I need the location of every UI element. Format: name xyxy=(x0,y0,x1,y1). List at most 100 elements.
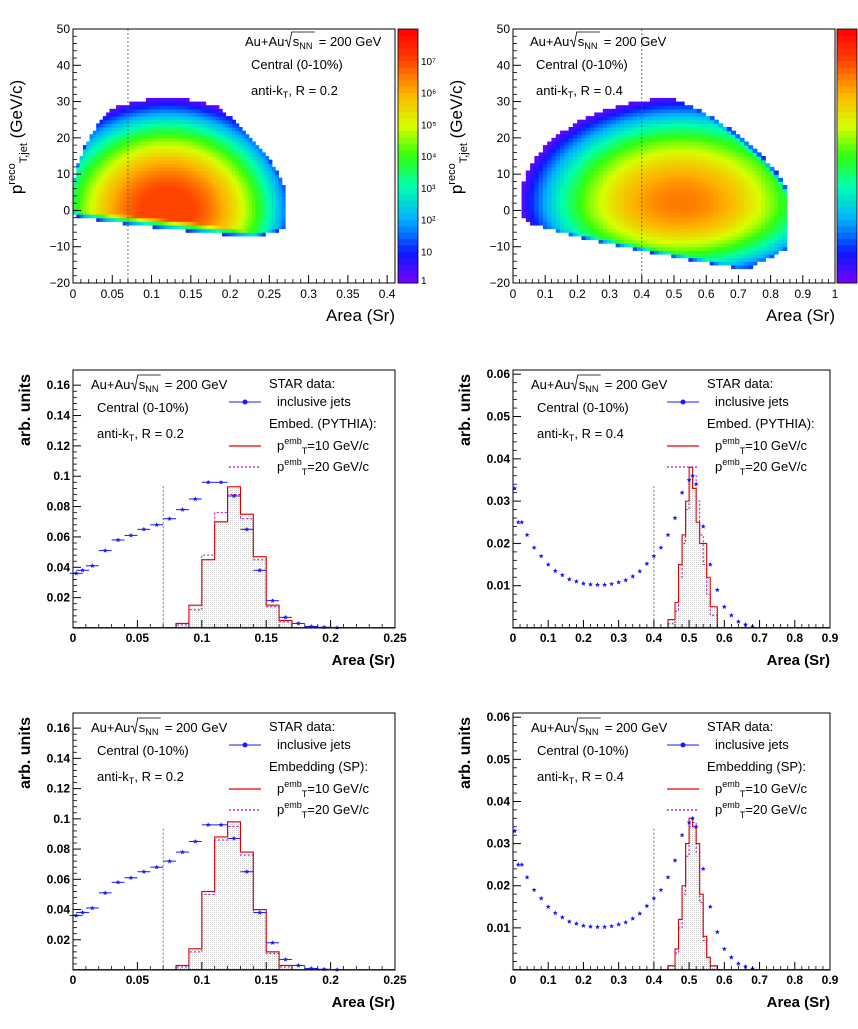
heatmap-cell xyxy=(577,148,583,153)
heatmap-cell xyxy=(645,137,651,143)
heatmap-cell xyxy=(624,145,630,150)
heatmap-cell xyxy=(671,224,677,230)
heatmap-cell xyxy=(119,119,124,124)
heatmap-cell xyxy=(756,235,762,241)
heatmap-cell xyxy=(696,126,702,132)
heatmap-cell xyxy=(709,145,715,150)
heatmap-cell xyxy=(135,199,140,204)
heatmap-cell xyxy=(731,232,736,237)
heatmap-cell xyxy=(169,126,173,132)
heatmap-cell xyxy=(268,221,273,226)
heatmap-cell xyxy=(195,163,200,168)
heatmap-cell xyxy=(752,243,758,248)
heatmap-cell xyxy=(182,221,187,226)
heatmap-cell xyxy=(577,174,583,179)
heatmap-cell xyxy=(188,217,193,222)
data-point xyxy=(573,578,579,584)
heatmap-cell xyxy=(726,239,732,244)
heatmap-cell xyxy=(96,123,101,128)
heatmap-cell xyxy=(581,185,587,190)
heatmap-cell xyxy=(560,181,565,186)
heatmap-cell xyxy=(195,126,200,132)
heatmap-cell xyxy=(589,130,595,135)
heatmap-cell xyxy=(551,163,557,168)
heatmap-cell xyxy=(615,152,621,157)
heatmap-cell xyxy=(159,105,164,110)
colorbar-band xyxy=(837,175,857,182)
heatmap-cell xyxy=(82,163,87,168)
heatmap-cell xyxy=(731,221,736,226)
heatmap-cell xyxy=(782,203,788,208)
heatmap-cell xyxy=(649,170,655,175)
heatmap-cell xyxy=(709,199,715,204)
heatmap-cell xyxy=(735,185,741,190)
heatmap-cell xyxy=(251,221,256,226)
heatmap-cell xyxy=(662,243,668,248)
heatmap-cell xyxy=(560,185,565,190)
x-tick-label: 0.3 xyxy=(610,973,627,987)
heatmap-cell xyxy=(671,101,677,106)
heatmap-cell xyxy=(92,206,97,212)
heatmap-cell xyxy=(185,119,190,124)
heatmap-cell xyxy=(628,108,634,114)
heatmap-cell xyxy=(538,192,544,197)
heatmap-cell xyxy=(261,174,266,179)
heatmap-cell xyxy=(765,174,771,179)
legend-inclusive-marker xyxy=(242,399,248,405)
y-axis-label: arb. units xyxy=(457,717,474,789)
heatmap-cell xyxy=(96,192,101,197)
heatmap-cell xyxy=(222,181,227,186)
heatmap-cell xyxy=(615,210,621,215)
heatmap-cell xyxy=(268,228,273,233)
heatmap-cell xyxy=(145,166,150,172)
heatmap-cell xyxy=(192,192,197,197)
heatmap-cell xyxy=(743,195,749,201)
heatmap-cell xyxy=(278,203,283,208)
heatmap-cell xyxy=(241,214,246,219)
heatmap-cell xyxy=(261,156,266,161)
heatmap-cell xyxy=(205,224,210,230)
heatmap-cell xyxy=(602,224,608,230)
heatmap-cell xyxy=(607,166,612,172)
heatmap-cell xyxy=(109,210,114,215)
heatmap-cell xyxy=(756,224,762,230)
heatmap-cell xyxy=(159,181,164,186)
heatmap-cell xyxy=(696,192,702,197)
heatmap-cell xyxy=(662,145,668,150)
heatmap-cell xyxy=(255,203,260,208)
heatmap-cell xyxy=(235,232,240,237)
heatmap-cell xyxy=(135,217,140,222)
heatmap-cell xyxy=(99,145,104,150)
heatmap-cell xyxy=(739,174,745,179)
heatmap-cell xyxy=(92,166,97,172)
heatmap-cell xyxy=(560,195,565,201)
heatmap-cell xyxy=(172,181,177,186)
heatmap-cell xyxy=(607,126,612,132)
heatmap-cell xyxy=(265,228,270,233)
heatmap-cell xyxy=(731,243,736,248)
heatmap-cell xyxy=(577,130,583,135)
heatmap-cell xyxy=(182,97,187,103)
heatmap-cell xyxy=(542,177,548,182)
heatmap-cell xyxy=(195,195,200,201)
heatmap-cell xyxy=(188,108,193,114)
heatmap-cell xyxy=(248,210,253,215)
heatmap-cell xyxy=(99,174,104,179)
heatmap-cell xyxy=(241,185,246,190)
heatmap-cell xyxy=(261,210,266,215)
heatmap-cell xyxy=(568,217,574,222)
heatmap-cell xyxy=(238,199,243,204)
heatmap-cell xyxy=(628,203,634,208)
heatmap-cell xyxy=(225,159,230,164)
heatmap-cell xyxy=(232,185,236,190)
heatmap-cell xyxy=(228,174,233,179)
heatmap-cell xyxy=(666,170,672,175)
heatmap-cell xyxy=(185,228,190,233)
heatmap-cell xyxy=(241,232,246,237)
heatmap-cell xyxy=(152,148,157,153)
heatmap-cell xyxy=(594,166,600,172)
y-tick-label: 0.08 xyxy=(47,500,71,514)
heatmap-cell xyxy=(132,141,137,146)
heatmap-cell xyxy=(112,166,117,172)
legend-embed-title: Embedding (SP): xyxy=(707,759,806,774)
